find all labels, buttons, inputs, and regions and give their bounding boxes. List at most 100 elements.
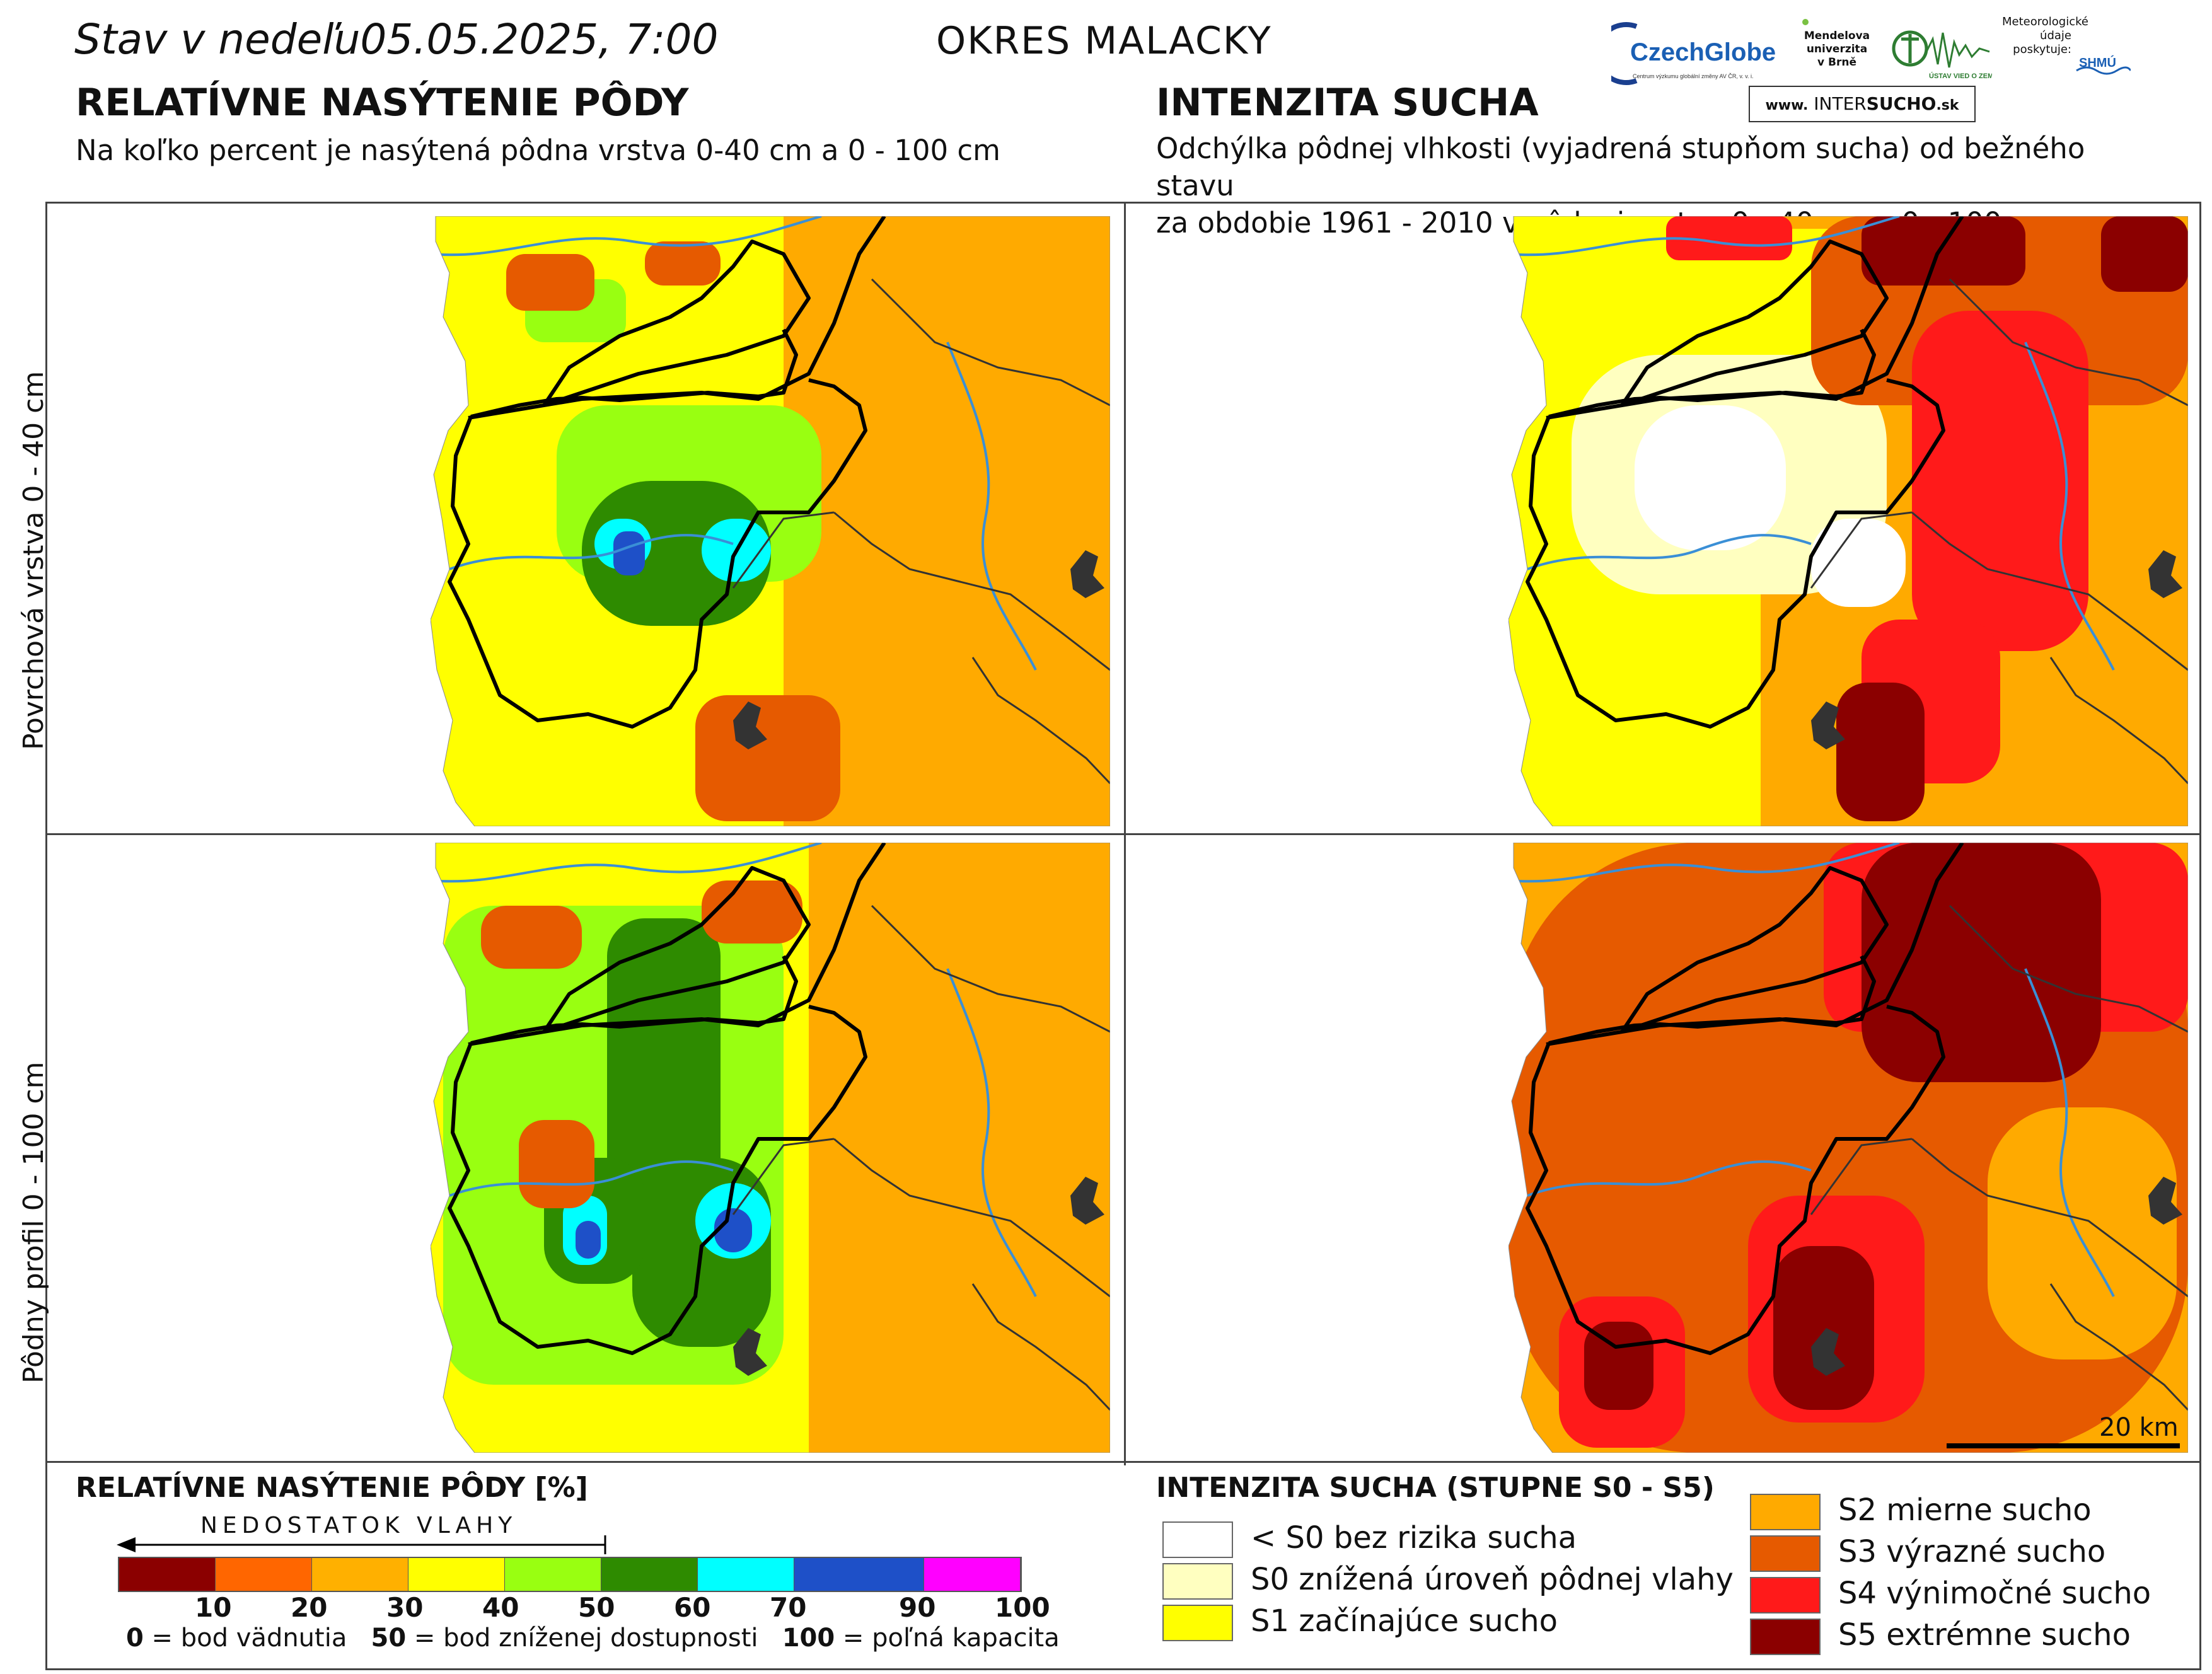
- town-area-0: [1070, 1177, 1104, 1225]
- raster-zone-8: [714, 1208, 752, 1252]
- deficit-arrow: [117, 1535, 606, 1554]
- ramp-tick-50: 50: [578, 1592, 615, 1623]
- meteo-provider: Meteorologické údaje poskytuje:: [2002, 15, 2088, 57]
- raster-zone-11: [645, 241, 721, 286]
- partner-logos: CzechGlobe Centrum výzkumu globální změn…: [1611, 11, 2198, 122]
- raster-zone-11: [702, 880, 802, 944]
- date-prefix: Stav v nedeľu: [74, 15, 361, 64]
- ramp-swatch-6: [698, 1558, 794, 1591]
- ramp-swatch-4: [505, 1558, 601, 1591]
- meteo-line2: údaje: [2040, 29, 2071, 42]
- map-drought-profile: [1508, 843, 2188, 1453]
- river-0: [431, 216, 822, 257]
- ramp-tick-60: 60: [674, 1592, 711, 1623]
- uvz-text: ÚSTAV VIED O ZEMI: [1929, 72, 1992, 80]
- ramp-swatch-1: [216, 1558, 312, 1591]
- raster-zone-10: [1862, 216, 2025, 286]
- raster-zone-9: [1836, 683, 1925, 821]
- panel-divider-middle: [45, 833, 2201, 835]
- raster-zone-10: [506, 254, 594, 311]
- drought-swatch-1: [1162, 1563, 1233, 1600]
- town-area-1: [1811, 1328, 1845, 1376]
- map-panel-frame: [45, 202, 2201, 1670]
- map-raster: [1508, 216, 2188, 826]
- map-outline: [431, 216, 1110, 826]
- saturation-legend-notes: 0 = bod vädnutia 50 = bod zníženej dostu…: [126, 1624, 1060, 1653]
- drought-label-3: S2 mierne sucho: [1838, 1492, 2092, 1528]
- mendel-logo: Mendelova univerzita v Brně: [1799, 16, 1875, 86]
- ramp-tick-30: 30: [386, 1592, 424, 1623]
- drought-label-2: S1 začínajúce sucho: [1251, 1603, 1558, 1639]
- town-area-1: [1811, 701, 1845, 749]
- river-1: [1527, 534, 1812, 570]
- drought-swatch-4: [1750, 1535, 1821, 1572]
- raster-zone-12: [1988, 1107, 2177, 1359]
- ramp-swatch-3: [408, 1558, 505, 1591]
- row-label-profile: Pôdny profil 0 - 100 cm: [18, 1061, 50, 1384]
- scale-bar-label: 20 km: [2099, 1413, 2179, 1442]
- neighbour-boundary: [1810, 278, 2188, 785]
- soil-saturation-subtitle: Na koľko percent je nasýtená pôdna vrstv…: [76, 134, 1000, 167]
- map-saturation-profile: [431, 843, 1110, 1453]
- raster-zone-11: [2101, 216, 2188, 292]
- intersucho-prefix: www.: [1765, 98, 1809, 113]
- raster-zone-8: [613, 531, 645, 575]
- ramp-swatch-8: [924, 1558, 1021, 1591]
- raster-zone-5: [1811, 519, 1906, 607]
- drought-swatch-0: [1162, 1521, 1233, 1558]
- intersucho-b: SUCHO: [1866, 93, 1937, 114]
- river-1: [449, 1160, 734, 1197]
- map-raster: [1508, 843, 2188, 1453]
- ramp-swatch-7: [794, 1558, 924, 1591]
- district-boundary-1: [448, 955, 867, 1355]
- map-raster: [431, 843, 1110, 1453]
- saturation-color-ramp: [118, 1557, 1022, 1592]
- map-outline: [431, 843, 1110, 1453]
- neighbour-boundary: [732, 904, 1110, 1411]
- czechglobe-text: CzechGlobe: [1630, 38, 1776, 66]
- meteo-line3: poskytuje:: [2013, 43, 2071, 56]
- ramp-tick-100: 100: [995, 1592, 1050, 1623]
- drought-subtitle-line1: Odchýlka pôdnej vlhkosti (vyjadrená stup…: [1156, 132, 2085, 202]
- district-boundary-1: [1526, 328, 1945, 729]
- note-50-value: 50: [371, 1624, 407, 1653]
- map-raster: [431, 216, 1110, 826]
- scale-bar: [1947, 1443, 2180, 1448]
- ramp-tick-70: 70: [770, 1592, 807, 1623]
- town-area-0: [2148, 550, 2182, 598]
- mendel-line2: univerzita: [1806, 43, 1868, 55]
- map-saturation-topsoil: [431, 216, 1110, 826]
- czechglobe-subtext: Centrum výzkumu globální změny AV ČR, v.…: [1633, 73, 1754, 79]
- drought-swatch-3: [1750, 1494, 1821, 1530]
- map-outline: [1508, 216, 2188, 826]
- raster-zone-10: [481, 906, 582, 969]
- drought-swatch-5: [1750, 1577, 1821, 1613]
- ramp-tick-10: 10: [195, 1592, 232, 1623]
- intersucho-a: INTER: [1814, 93, 1867, 114]
- note-0-text: = bod vädnutia: [143, 1624, 347, 1653]
- raster-zone-4: [1635, 405, 1786, 550]
- river-0: [431, 843, 822, 883]
- drought-label-5: S4 výnimočné sucho: [1838, 1576, 2151, 1611]
- date-value: 05.05.2025, 7:00: [360, 15, 719, 64]
- river-0: [1508, 843, 1900, 883]
- river-1: [1527, 1160, 1812, 1197]
- ramp-swatch-2: [312, 1558, 408, 1591]
- shmu-text: SHMÚ: [2079, 55, 2116, 70]
- river-1: [449, 534, 734, 570]
- district-boundary-1: [448, 328, 867, 729]
- town-area-1: [733, 1328, 767, 1376]
- drought-label-4: S3 výrazné sucho: [1838, 1534, 2106, 1569]
- town-area-1: [733, 701, 767, 749]
- intersucho-c: .sk: [1936, 98, 1959, 113]
- river-2: [946, 968, 1037, 1297]
- report-date: Stav v nedeľu05.05.2025, 7:00: [74, 15, 718, 64]
- mendel-line1: Mendelova: [1804, 30, 1870, 42]
- raster-zone-12: [519, 1120, 594, 1208]
- note-50-text: = bod zníženej dostupnosti: [406, 1624, 758, 1653]
- town-area-0: [1070, 550, 1104, 598]
- ramp-tick-90: 90: [899, 1592, 936, 1623]
- row-label-topsoil: Povrchová vrstva 0 - 40 cm: [18, 371, 50, 750]
- note-100-text: = poľná kapacita: [835, 1624, 1060, 1653]
- ramp-tick-20: 20: [291, 1592, 328, 1623]
